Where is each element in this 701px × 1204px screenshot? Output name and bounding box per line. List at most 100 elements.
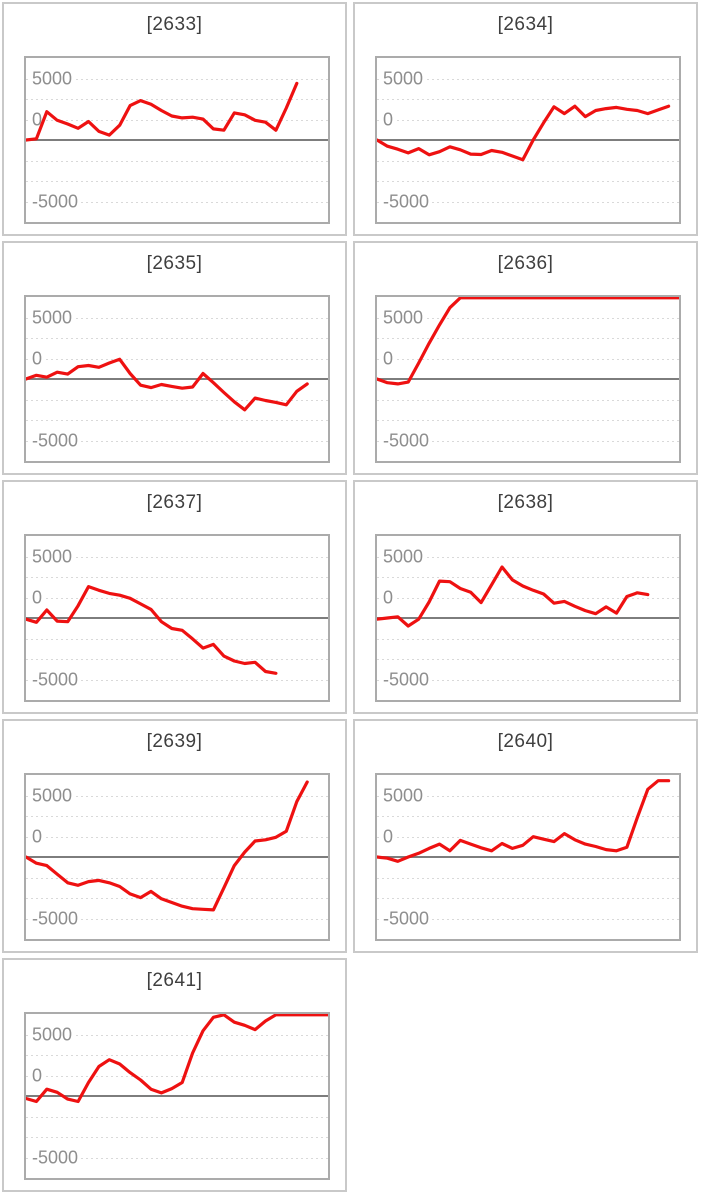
gridline-dotted: [26, 181, 328, 182]
gridline-dotted: [26, 317, 328, 319]
line-chart-svg: [377, 297, 679, 386]
gridline-dotted: [26, 160, 328, 162]
zero-axis-line: [26, 1095, 328, 1097]
zero-axis-line: [377, 139, 679, 141]
gridline-dotted: [377, 597, 679, 599]
gridline-dotted: [26, 1137, 328, 1138]
line-chart-svg: [377, 104, 671, 162]
zero-axis-line: [377, 378, 679, 380]
gridline-dotted: [26, 99, 328, 100]
plot-area: 5000 0 -5000: [375, 773, 681, 941]
y-axis-label-0: 0: [380, 109, 397, 130]
gridline-dotted: [26, 78, 328, 80]
zero-axis-line: [377, 617, 679, 619]
y-axis-label--5000: -5000: [380, 430, 433, 451]
plot-area: 5000 0 -5000: [24, 1012, 330, 1180]
data-line: [26, 357, 309, 412]
gridline-dotted: [26, 1116, 328, 1118]
gridline-dotted: [377, 816, 679, 817]
gridline-dotted: [377, 338, 679, 339]
zero-axis-line: [26, 856, 328, 858]
gridline-dotted: [377, 795, 679, 797]
chart-title: [2636]: [497, 253, 554, 274]
gridline-dotted: [26, 795, 328, 797]
gridline-dotted: [26, 679, 328, 681]
chart-title: [2638]: [497, 492, 554, 513]
plot-area: 5000 0 -5000: [24, 534, 330, 702]
gridline-dotted: [377, 99, 679, 100]
y-axis-label--5000: -5000: [29, 669, 82, 690]
chart-panel-2637: [2637] 5000 0 -5000: [2, 480, 347, 714]
y-axis-label-0: 0: [380, 348, 397, 369]
line-chart-svg: [26, 1014, 328, 1104]
y-axis-label-5000: 5000: [380, 307, 427, 328]
gridline-dotted: [26, 440, 328, 442]
gridline-dotted: [377, 160, 679, 162]
plot-area: 5000 0 -5000: [375, 56, 681, 224]
y-axis-label-0: 0: [380, 826, 397, 847]
plot-area: 5000 0 -5000: [375, 534, 681, 702]
line-chart-svg: [26, 81, 299, 142]
gridline-dotted: [377, 836, 679, 838]
chart-title: [2640]: [497, 731, 554, 752]
gridline-dotted: [26, 577, 328, 578]
y-axis-label-0: 0: [29, 587, 46, 608]
data-line: [26, 780, 309, 912]
gridline-dotted: [377, 556, 679, 558]
chart-panel-2635: [2635] 5000 0 -5000: [2, 241, 347, 475]
gridline-dotted: [377, 638, 679, 640]
line-chart-svg: [377, 565, 650, 628]
chart-title: [2641]: [146, 970, 203, 991]
data-line: [377, 565, 650, 628]
line-chart-svg: [377, 779, 671, 863]
y-axis-label-5000: 5000: [380, 68, 427, 89]
y-axis-label-5000: 5000: [29, 307, 76, 328]
gridline-dotted: [26, 1075, 328, 1077]
gridline-dotted: [377, 877, 679, 879]
gridline-dotted: [26, 836, 328, 838]
data-line: [26, 1014, 328, 1104]
gridline-dotted: [377, 659, 679, 660]
data-line: [377, 779, 671, 863]
y-axis-label-5000: 5000: [380, 785, 427, 806]
y-axis-label-0: 0: [29, 348, 46, 369]
zero-axis-line: [26, 617, 328, 619]
gridline-dotted: [26, 399, 328, 401]
plot-area: 5000 0 -5000: [24, 56, 330, 224]
gridline-dotted: [377, 577, 679, 578]
gridline-dotted: [26, 898, 328, 899]
gridline-dotted: [377, 679, 679, 681]
y-axis-label--5000: -5000: [380, 191, 433, 212]
gridline-dotted: [377, 918, 679, 920]
gridline-dotted: [26, 597, 328, 599]
chart-panel-2636: [2636] 5000 0 -5000: [353, 241, 698, 475]
y-axis-label-5000: 5000: [29, 785, 76, 806]
y-axis-label-5000: 5000: [380, 546, 427, 567]
data-line: [26, 81, 299, 142]
y-axis-label--5000: -5000: [380, 908, 433, 929]
line-chart-svg: [26, 780, 309, 912]
y-axis-label--5000: -5000: [29, 191, 82, 212]
gridline-dotted: [377, 399, 679, 401]
gridline-dotted: [26, 420, 328, 421]
gridline-dotted: [377, 78, 679, 80]
chart-panel-2639: [2639] 5000 0 -5000: [2, 719, 347, 953]
gridline-dotted: [26, 119, 328, 121]
gridline-dotted: [377, 358, 679, 360]
chart-panel-2641: [2641] 5000 0 -5000: [2, 958, 347, 1192]
chart-panel-2640: [2640] 5000 0 -5000: [353, 719, 698, 953]
y-axis-label-0: 0: [380, 587, 397, 608]
chart-title: [2637]: [146, 492, 203, 513]
plot-area: 5000 0 -5000: [24, 295, 330, 463]
gridline-dotted: [26, 338, 328, 339]
gridline-dotted: [26, 358, 328, 360]
gridline-dotted: [26, 1157, 328, 1159]
gridline-dotted: [377, 201, 679, 203]
gridline-dotted: [377, 181, 679, 182]
line-chart-svg: [26, 357, 309, 412]
zero-axis-line: [377, 856, 679, 858]
gridline-dotted: [26, 659, 328, 660]
data-line: [26, 584, 278, 675]
y-axis-label--5000: -5000: [29, 1147, 82, 1168]
